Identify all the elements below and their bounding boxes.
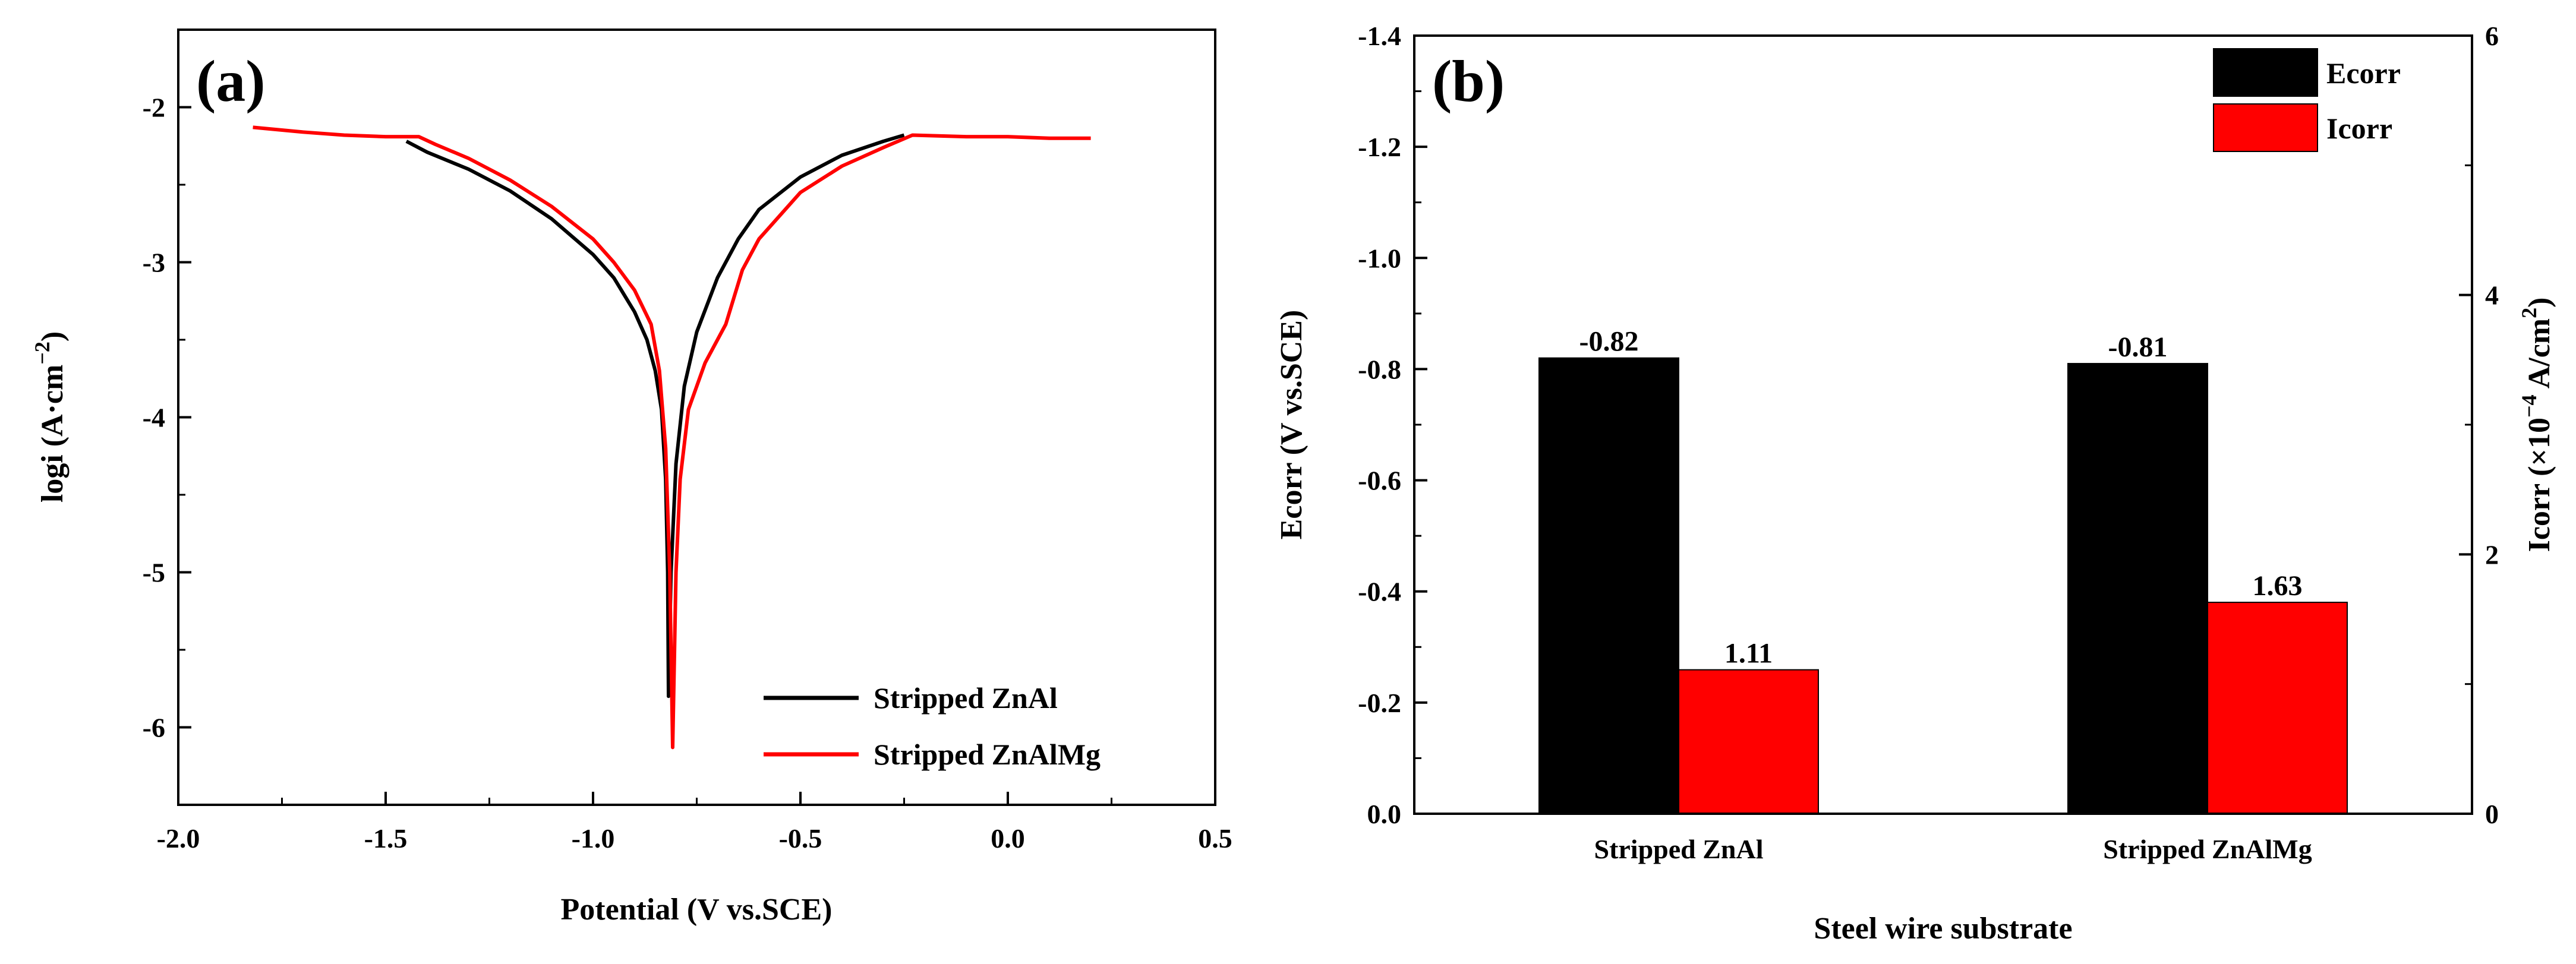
bar-ecorr xyxy=(1538,357,1679,814)
y-right-tick-label: 4 xyxy=(2485,280,2499,311)
y-tick-label: -3 xyxy=(143,248,165,278)
x-tick-label: -1.5 xyxy=(364,823,408,854)
panel-a-chart: -2.0 -1.5 -1.0 -0.5 0.0 0.5 -6 -5 -4 -3 -2 (a) Pot… xyxy=(30,29,1232,927)
x-tick-label: -1.0 xyxy=(572,823,615,854)
x-tick-label: -2.0 xyxy=(157,823,200,854)
panel-b-tick-labels: 0.0 -0.2 -0.4 -0.6 -0.8 -1.0 -1.2 -1.4 0 2 4 6 Strip… xyxy=(1358,21,2499,864)
bar-ecorr xyxy=(2067,363,2208,814)
panel-a-label: (a) xyxy=(196,48,266,114)
bar-label-icorr: 1.63 xyxy=(2253,570,2303,602)
y-tick-label: -6 xyxy=(143,713,165,743)
panel-b-y2-axis-title-sup: −4 xyxy=(2517,394,2541,418)
panel-b-y2-axis-title-main: Icorr (×10 xyxy=(2523,418,2556,552)
panel-a-frame xyxy=(177,29,1216,806)
panel-a-ticks xyxy=(177,29,1216,806)
x-tick-label: -0.5 xyxy=(779,823,822,854)
panel-b-y2-axis-title-mid: A/cm xyxy=(2523,318,2556,395)
x-tick-label: 0.5 xyxy=(1198,823,1232,854)
y-left-tick-label: -0.8 xyxy=(1358,354,1401,384)
y-tick-label: -4 xyxy=(143,403,165,433)
panel-b-chart: -0.82 1.11 -0.81 1.63 0.0 -0.2 -0.4 -0.6 -0.8 -1… xyxy=(1275,21,2556,946)
panel-b-legend: Ecorr Icorr xyxy=(2213,48,2401,152)
y-left-tick-label: -0.4 xyxy=(1358,577,1401,607)
bar-label-ecorr: -0.82 xyxy=(1579,326,1639,358)
panel-a-legend: Stripped ZnAl Stripped ZnAlMg xyxy=(764,681,1101,771)
x-tick-label: 0.0 xyxy=(991,823,1025,854)
panel-b-y-axis-title: Ecorr (V vs.SCE) xyxy=(1275,310,1309,540)
bar-label-ecorr: -0.81 xyxy=(2108,331,2168,363)
legend-label-stripped-znalmg: Stripped ZnAlMg xyxy=(874,738,1101,771)
bar-label-icorr: 1.11 xyxy=(1724,638,1773,669)
y-left-tick-label: -0.6 xyxy=(1358,466,1401,496)
panel-b-x-axis-title: Steel wire substrate xyxy=(1814,912,2072,946)
legend-label-ecorr: Ecorr xyxy=(2326,56,2401,90)
y-right-tick-label: 0 xyxy=(2485,799,2499,829)
panel-b-frame xyxy=(1413,34,2473,815)
panel-a-series xyxy=(253,125,1091,750)
legend-label-stripped-znal: Stripped ZnAl xyxy=(874,681,1058,715)
panel-b-y2-axis-title-sup2: 2 xyxy=(2517,308,2541,318)
panel-a-y-axis-title-main: logi (A·cm xyxy=(36,365,70,503)
bar-icorr xyxy=(2207,602,2348,814)
bar-icorr xyxy=(1678,669,1819,815)
y-right-tick-label: 6 xyxy=(2485,21,2499,51)
panel-b-y2-axis-title: Icorr (×10−4 A/cm2) xyxy=(2517,298,2556,552)
y-left-tick-label: -1.0 xyxy=(1358,243,1401,273)
panel-b-bars: -0.82 1.11 -0.81 1.63 xyxy=(1538,326,2348,815)
series-line-stripped-znal xyxy=(405,133,905,698)
y-left-tick-label: 0.0 xyxy=(1367,799,1402,829)
panel-a-tick-labels: -2.0 -1.5 -1.0 -0.5 0.0 0.5 -6 -5 -4 -3 -2 xyxy=(143,93,1232,854)
panel-b-y2-axis-title-close: ) xyxy=(2523,298,2556,308)
legend-label-icorr: Icorr xyxy=(2326,112,2392,145)
y-tick-label: -2 xyxy=(143,93,165,123)
y-right-tick-label: 2 xyxy=(2485,539,2499,570)
panel-a-y-axis-title: logi (A·cm−2) xyxy=(30,331,70,502)
series-line-stripped-znalmg xyxy=(253,125,1091,750)
x-category-label: Stripped ZnAlMg xyxy=(2103,834,2312,864)
panel-a-x-axis-title: Potential (V vs.SCE) xyxy=(561,893,833,927)
y-left-tick-label: -0.2 xyxy=(1358,688,1401,718)
y-left-tick-label: -1.2 xyxy=(1358,132,1401,162)
panel-b-label: (b) xyxy=(1432,48,1505,114)
y-tick-label: -5 xyxy=(143,558,165,588)
y-left-tick-label: -1.4 xyxy=(1358,21,1401,51)
legend-swatch-ecorr xyxy=(2213,48,2318,97)
x-category-label: Stripped ZnAl xyxy=(1594,834,1763,864)
panel-a-y-axis-title-sup: −2 xyxy=(30,342,54,365)
panel-a-y-axis-title-end: ) xyxy=(36,331,70,342)
legend-swatch-icorr xyxy=(2213,103,2318,152)
